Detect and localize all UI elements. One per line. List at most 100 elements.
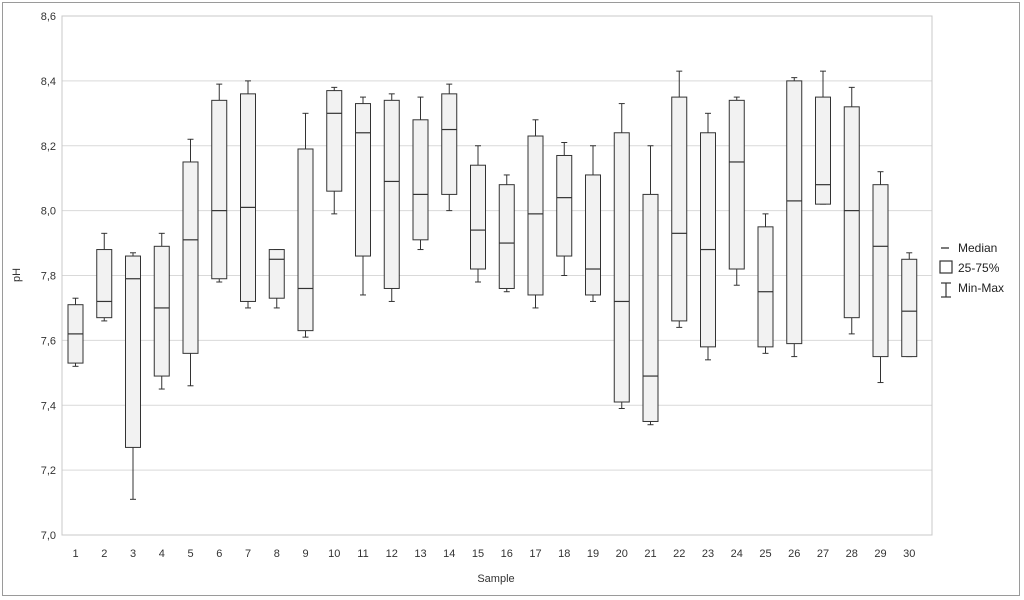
box-sample-6: [211, 83, 228, 283]
box-sample-5: [182, 138, 199, 387]
box-sample-16: [498, 174, 515, 293]
box-sample-18: [556, 142, 573, 276]
box-sample-11: [355, 96, 371, 296]
plot-area: [61, 15, 933, 536]
box-iqr: [153, 245, 170, 377]
legend: Median 25-75% Min-Max: [939, 241, 1004, 298]
x-tick-label: 3: [130, 548, 136, 560]
x-axis-ticks: 1 2 3 4 5 6 7 8 9 10 11 12 13 14 15 16 17 18 19 20 21 22 23 24 2…: [72, 548, 915, 560]
box-sample-23: [700, 112, 716, 361]
box-iqr: [182, 161, 199, 354]
box-iqr: [786, 80, 803, 345]
box-iqr: [211, 99, 228, 280]
box-sample-30: [901, 252, 918, 358]
box-sample-22: [671, 70, 688, 328]
box-sample-4: [153, 232, 170, 390]
box-sample-17: [527, 119, 544, 309]
box-iqr: [901, 258, 918, 358]
x-tick-label: 16: [501, 548, 513, 560]
x-tick-label: 21: [644, 548, 656, 560]
x-tick-label: 29: [874, 548, 886, 560]
box-iqr: [441, 93, 458, 195]
box-sample-3: [125, 252, 141, 500]
box-iqr: [757, 226, 774, 348]
box-sample-12: [383, 93, 400, 302]
box-sample-24: [728, 96, 745, 286]
box-iqr: [700, 132, 716, 348]
box-sample-27: [815, 70, 831, 205]
y-tick-label: 7,6: [41, 335, 56, 347]
box-iqr: [470, 164, 486, 270]
y-tick-label: 8,0: [41, 206, 56, 218]
y-tick-label: 8,2: [41, 141, 56, 153]
y-axis-ticks: 7,0 7,2 7,4 7,6 7,8 8,0 8,2 8,4 8,6: [41, 11, 56, 542]
boxes: [67, 70, 918, 500]
box-iqr: [556, 154, 573, 257]
box-sample-8: [268, 249, 285, 309]
legend-median-label: Median: [958, 241, 997, 255]
box-sample-7: [240, 80, 256, 309]
x-tick-label: 20: [616, 548, 628, 560]
x-tick-label: 8: [274, 548, 280, 560]
box-sample-25: [757, 213, 774, 354]
box-sample-19: [585, 145, 601, 302]
x-tick-label: 13: [414, 548, 426, 560]
box-iqr: [585, 174, 601, 296]
box-sample-2: [96, 232, 113, 322]
x-tick-label: 12: [386, 548, 398, 560]
x-tick-label: 23: [702, 548, 714, 560]
y-tick-label: 7,2: [41, 465, 56, 477]
x-tick-label: 6: [216, 548, 222, 560]
x-tick-label: 17: [529, 548, 541, 560]
y-axis-title: pH: [11, 268, 23, 282]
box-iqr: [671, 96, 688, 322]
box-iqr: [613, 132, 630, 403]
y-tick-label: 8,4: [41, 76, 56, 88]
x-tick-label: 27: [817, 548, 829, 560]
box-sample-15: [470, 145, 486, 283]
legend-box-swatch: [939, 260, 953, 274]
x-tick-label: 26: [788, 548, 800, 560]
box-iqr: [872, 184, 889, 358]
box-sample-20: [613, 103, 630, 409]
box-sample-10: [326, 86, 343, 215]
box-iqr: [383, 99, 400, 289]
box-sample-28: [843, 86, 860, 335]
y-tick-label: 7,4: [41, 400, 56, 412]
x-tick-label: 18: [558, 548, 570, 560]
x-tick-label: 22: [673, 548, 685, 560]
legend-box-label: 25-75%: [958, 261, 1000, 275]
x-axis-title: Sample: [477, 573, 514, 585]
legend-minmax-label: Min-Max: [958, 281, 1004, 295]
box-iqr: [96, 249, 113, 319]
box-iqr: [297, 148, 314, 332]
x-tick-label: 15: [472, 548, 484, 560]
x-tick-label: 10: [328, 548, 340, 560]
x-tick-label: 28: [846, 548, 858, 560]
box-iqr: [326, 90, 343, 192]
box-iqr: [355, 103, 371, 257]
box-iqr: [815, 96, 831, 205]
box-iqr: [728, 99, 745, 270]
box-iqr: [268, 249, 285, 299]
x-tick-label: 5: [187, 548, 193, 560]
box-iqr: [498, 184, 515, 289]
x-tick-label: 4: [159, 548, 165, 560]
y-tick-label: 8,6: [41, 11, 56, 23]
box-sample-1: [67, 297, 84, 367]
box-iqr: [412, 119, 429, 241]
box-iqr: [642, 193, 659, 422]
box-iqr: [527, 135, 544, 296]
x-tick-label: 9: [302, 548, 308, 560]
box-sample-9: [297, 112, 314, 338]
y-tick-label: 7,8: [41, 271, 56, 283]
box-sample-14: [441, 83, 458, 212]
box-sample-13: [412, 96, 429, 251]
box-iqr: [240, 93, 256, 302]
x-tick-label: 14: [443, 548, 455, 560]
box-iqr: [125, 255, 141, 448]
box-iqr: [843, 106, 860, 319]
x-tick-label: 11: [357, 548, 368, 560]
x-tick-label: 25: [759, 548, 771, 560]
